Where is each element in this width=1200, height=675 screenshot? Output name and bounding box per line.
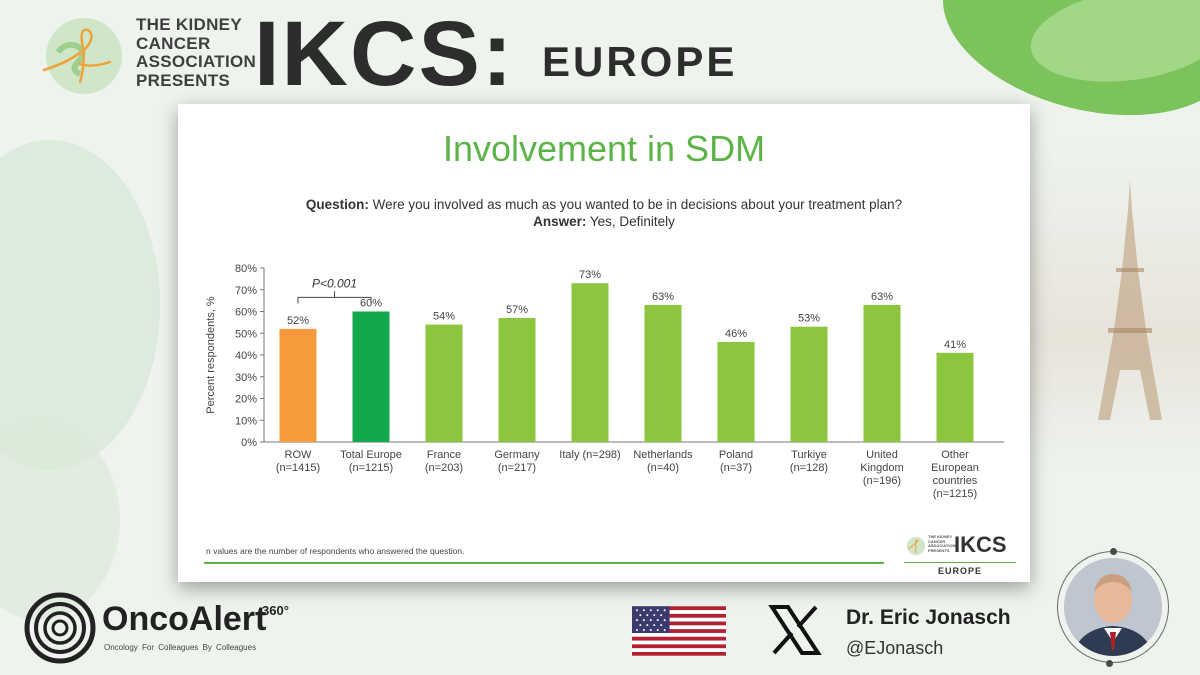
eiffel-tower-icon [1098,180,1162,420]
bar-value-label: 54% [433,311,455,323]
bar [352,311,390,442]
significance-bracket [297,291,372,304]
bar-value-label: 63% [871,291,893,303]
y-tick-label: 40% [235,350,257,362]
question-text: Were you involved as much as you wanted … [372,197,903,212]
x-tick-label: (n=37) [720,462,752,474]
oncoalert-name: OncoAlert [102,600,267,638]
x-tick-label: (n=217) [498,462,536,474]
bar-value-label: 52% [287,315,309,327]
bar-value-label: 53% [798,313,820,325]
avatar-ring-dot [1106,660,1113,667]
oncoalert-tagline: Oncology For Colleagues By Colleagues [104,643,257,652]
y-tick-label: 70% [235,285,257,297]
avatar [1064,558,1162,656]
europe-title: EUROPE [542,38,738,85]
x-tick-label: (n=196) [863,475,901,487]
bar-value-label: 60% [360,298,382,310]
x-tick-label: (n=1215) [933,488,977,500]
doctor-handle[interactable]: @EJonasch [846,638,944,658]
bar-chart: 0% 10% 20% 30% 40% 50% 60% 70% 80% Percent respon… [205,263,1004,500]
background-shape [0,140,160,470]
slide-title: Involvement in SDM [442,128,766,169]
x-tick-label: countries [933,475,978,487]
y-tick-label: 30% [235,372,257,384]
y-axis-title: Percent respondents, % [205,296,217,414]
x-tick-label: France [427,449,461,461]
slide-logo-europe: EUROPE [937,566,982,576]
y-tick-label: 20% [235,394,257,406]
slide-logo-ikcs: IKCS [954,532,1007,557]
x-tick-label: Germany [494,449,540,461]
slide-divider [204,562,884,564]
kca-presents-text: THE KIDNEY CANCER ASSOCIATION PRESENTS [136,15,257,90]
bar [936,352,974,442]
x-tick-label: (n=1215) [349,462,393,474]
bar-value-label: 46% [725,328,747,340]
oncoalert-360: 360° [262,603,289,618]
avatar-portrait [1064,558,1162,656]
x-tick-label: (n=128) [790,462,828,474]
y-tick-label: 50% [235,328,257,340]
question-label: Question: [305,197,369,212]
question-block: Question: Were you involved as much as y… [178,196,1030,230]
answer-label: Answer: [533,214,587,229]
kca-mini-icon [907,537,925,555]
ikcs-title: IKCS: [254,3,515,105]
bar [717,341,755,442]
bar [644,304,682,442]
bar [279,328,317,442]
x-tick-label: ROW [285,449,313,461]
x-tick-label: (n=203) [425,462,463,474]
bar [425,324,463,442]
x-logo-icon[interactable] [768,603,822,657]
footnote: n values are the number of respondents w… [206,546,465,556]
significance-annotation: P<0.001 [312,276,357,290]
x-tick-label: European [931,462,979,474]
x-tick-label: (n=1415) [276,462,320,474]
avatar-ring-dot [1110,548,1117,555]
x-tick-label: Other [941,449,969,461]
x-tick-label: United [866,449,898,461]
slide-ikcs-logo: THE KIDNEY CANCER ASSOCIATION PRESENTS I… [900,532,1020,580]
bar-value-label: 57% [506,304,528,316]
bar-value-label: 63% [652,291,674,303]
bar [571,283,609,442]
x-tick-label: Total Europe [340,449,402,461]
x-tick-label: Kingdom [860,462,903,474]
bar-value-label: 73% [579,269,601,281]
y-tick-label: 60% [235,307,257,319]
slide-logo-line [904,562,1016,563]
slide-logo-small-text: THE KIDNEY CANCER ASSOCIATION PRESENTS [928,534,956,553]
x-tick-label: Italy (n=298) [559,449,620,461]
us-flag-icon [632,606,726,656]
x-tick-label: Netherlands [633,449,693,461]
x-tick-label: Poland [719,449,753,461]
bar [790,326,828,442]
answer-text: Yes, Definitely [589,214,675,229]
header: THE KIDNEY CANCER ASSOCIATION PRESENTS I… [40,4,860,104]
x-tick-label: Turkiye [791,449,827,461]
x-tick-label: (n=40) [647,462,679,474]
slide-card: Involvement in SDM Question: Were you in… [178,104,1030,582]
kidney-cancer-association-logo [42,18,122,94]
y-tick-label: 80% [235,263,257,275]
bar [498,318,536,442]
doctor-name: Dr. Eric Jonasch [846,606,1011,629]
y-tick-label: 10% [235,415,257,427]
y-tick-label: 0% [241,437,257,449]
bar-value-label: 41% [944,339,966,351]
oncoalert-logo-icon [24,592,96,664]
bar [863,304,901,442]
